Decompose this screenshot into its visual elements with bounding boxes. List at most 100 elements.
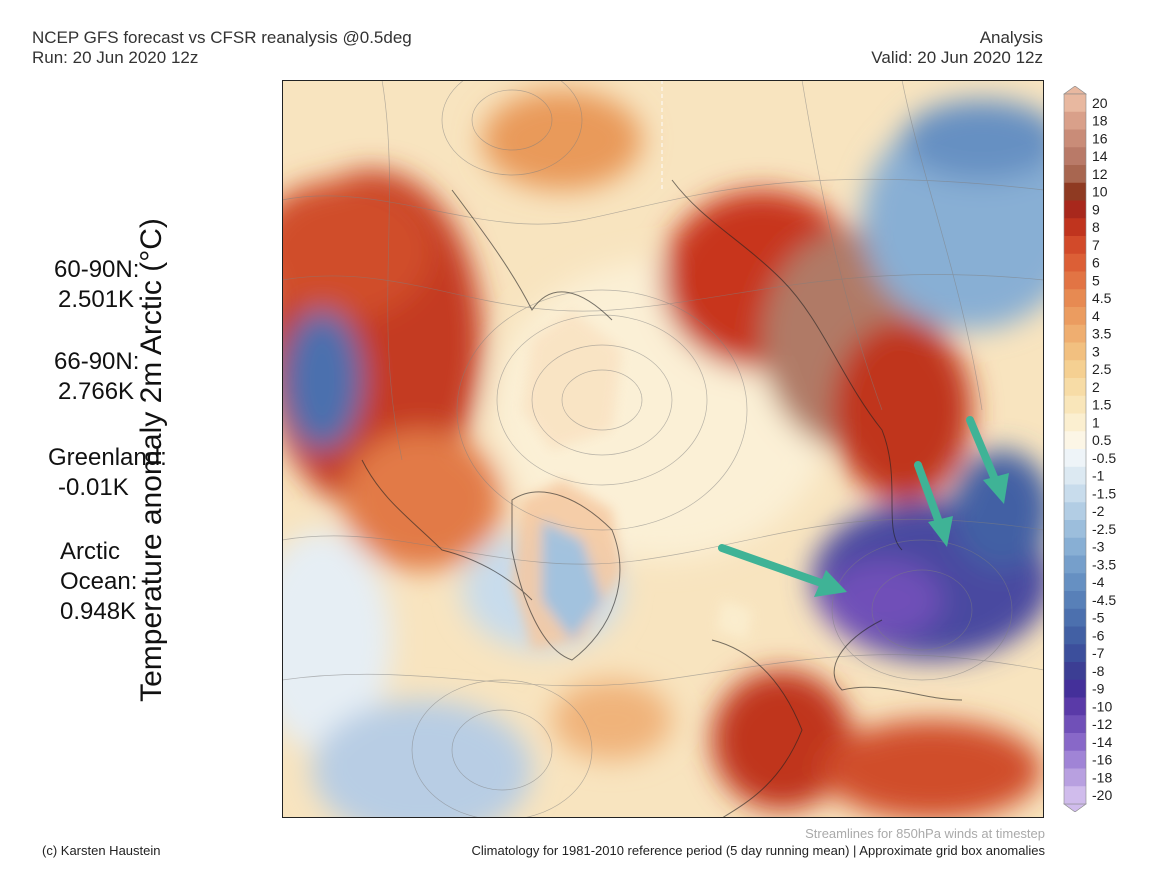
colorbar-frame [1063,93,1087,805]
colorbar-label: -5 [1092,610,1105,626]
colorbar-label: 1.5 [1092,397,1112,413]
colorbar-swatch [1064,431,1086,450]
colorbar-label: -12 [1092,716,1112,732]
colorbar-label: 5 [1092,272,1100,288]
colorbar-swatch [1064,236,1086,255]
colorbar-swatch [1064,484,1086,503]
colorbar-label: 3.5 [1092,326,1112,342]
colorbar-swatch [1064,573,1086,592]
header-right: Analysis Valid: 20 Jun 2020 12z [871,28,1043,68]
colorbar-swatch [1064,537,1086,556]
colorbar-label: -4.5 [1092,592,1116,608]
colorbar-label: 4.5 [1092,290,1112,306]
colorbar-label: 14 [1092,148,1108,164]
colorbar-label: -6 [1092,627,1105,643]
stat-value: -0.01K [58,474,129,501]
climatology-note: Climatology for 1981-2010 reference peri… [471,843,1045,858]
header-left: NCEP GFS forecast vs CFSR reanalysis @0.… [32,28,412,68]
valid-time: Valid: 20 Jun 2020 12z [871,48,1043,67]
colorbar-label: -10 [1092,698,1112,714]
streamlines-note: Streamlines for 850hPa winds at timestep [805,826,1045,841]
colorbar-labels: 201816141210987654.543.532.521.510.5-0.5… [1092,95,1116,803]
colorbar-label: 16 [1092,130,1108,146]
colorbar-label: 3 [1092,343,1100,359]
colorbar-swatch [1064,129,1086,148]
arrow-3 [966,416,1000,486]
stat-60-90n: 60-90N: 2.501K [54,255,139,315]
stat-value: 2.501K [58,286,135,313]
colorbar-label: -7 [1092,645,1105,661]
colorbar-swatch [1064,253,1086,272]
colorbar-top-tip [1063,86,1087,95]
colorbar-label: 12 [1092,166,1108,182]
colorbar-label: -20 [1092,787,1112,803]
colorbar-swatch [1064,733,1086,752]
colorbar-swatch [1064,697,1086,716]
colorbar-label: -9 [1092,681,1105,697]
colorbar-swatch [1064,786,1086,805]
colorbar-swatch [1064,307,1086,326]
colorbar-swatch [1064,182,1086,201]
colorbar-swatch [1064,200,1086,219]
stat-arctic-ocean: Arctic Ocean: 0.948K [60,537,137,627]
colorbar-bottom-tip [1063,803,1087,812]
colorbar-swatch [1064,289,1086,308]
colorbar-label: -2 [1092,503,1105,519]
colorbar-swatch [1064,644,1086,663]
colorbar-label: 2.5 [1092,361,1112,377]
colorbar-swatch [1064,147,1086,166]
coastlines [361,179,963,818]
colorbar-swatch [1064,555,1086,574]
map-frame [282,80,1044,818]
analysis-label: Analysis [979,28,1043,47]
colorbar-label: 9 [1092,201,1100,217]
colorbar-swatch [1064,662,1086,681]
colorbar-swatch [1064,608,1086,627]
colorbar-swatch [1064,591,1086,610]
stat-label-line2: Ocean: [60,568,138,595]
colorbar-label: -18 [1092,769,1112,785]
arrow-2 [914,461,944,529]
colorbar-swatch [1064,342,1086,361]
arrow-1-head [814,570,847,597]
colorbar-swatch [1064,715,1086,734]
colorbar-label: -3.5 [1092,556,1116,572]
colorbar-label: 18 [1092,113,1108,129]
arrow-1 [718,544,831,589]
colorbar-label: -1.5 [1092,485,1116,501]
colorbar-swatch [1064,413,1086,432]
colorbar-label: -2.5 [1092,521,1116,537]
colorbar-swatch [1064,449,1086,468]
vertical-axis-label: Temperature anomaly 2m Arctic (°C) [135,218,168,702]
credit: (c) Karsten Haustein [42,843,161,858]
stat-label: Greenland: [48,444,167,471]
run-time: Run: 20 Jun 2020 12z [32,48,199,67]
colorbar-swatch [1064,626,1086,645]
colorbar-label: 10 [1092,184,1108,200]
colorbar-swatch [1064,271,1086,290]
chart-title: NCEP GFS forecast vs CFSR reanalysis @0.… [32,28,412,47]
colorbar-swatches [1063,86,1087,812]
colorbar-swatch [1064,679,1086,698]
colorbar-swatch [1064,324,1086,343]
colorbar-swatch [1064,466,1086,485]
colorbar-swatch [1064,94,1086,113]
colorbar-swatch [1064,378,1086,397]
colorbar-swatch [1064,218,1086,237]
colorbar-swatch [1064,502,1086,521]
colorbar-label: 1 [1092,414,1100,430]
colorbar-swatch [1064,520,1086,539]
colorbar-label: -3 [1092,539,1105,555]
temperature-anomaly-map [282,80,1044,818]
anomaly-field [282,90,1044,818]
colorbar: 201816141210987654.543.532.521.510.5-0.5… [1063,86,1116,812]
colorbar-label: -1 [1092,468,1105,484]
colorbar-label: 20 [1092,95,1108,111]
colorbar-label: 7 [1092,237,1100,253]
stat-label: 66-90N: [54,348,140,375]
colorbar-label: 0.5 [1092,432,1112,448]
streamlines [282,80,1044,818]
stat-label: 60-90N: [54,256,140,283]
stat-label-line1: Arctic [60,538,120,565]
colorbar-label: 4 [1092,308,1100,324]
